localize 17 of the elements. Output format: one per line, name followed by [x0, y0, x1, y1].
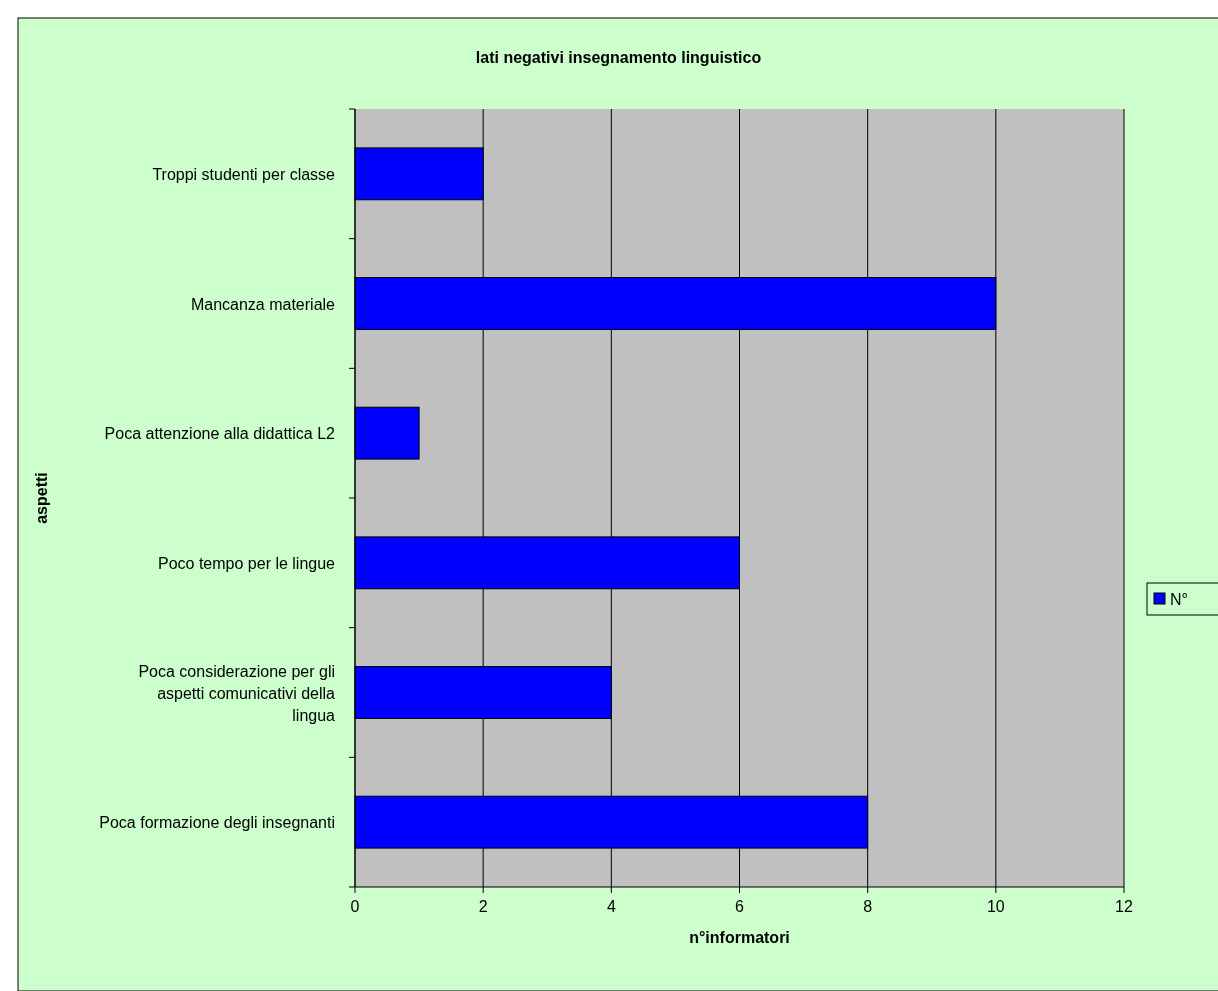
y-tick-label: Poco tempo per le lingue — [158, 554, 336, 572]
y-tick-label: Poca considerazione per gli aspetti comunicativi della lingua — [138, 662, 336, 724]
chart-title: lati negativi insegnamento linguistico — [475, 49, 762, 66]
y-axis-title: aspetti — [33, 472, 50, 524]
y-tick-label: Mancanza materiale — [190, 295, 336, 313]
y-tick-label: Poca attenzione alla didattica L2 — [104, 425, 336, 443]
x-tick-label: 8 — [863, 898, 873, 915]
x-tick-label: 4 — [606, 898, 616, 915]
y-tick-label: Poca formazione degli insegnanti — [99, 814, 335, 832]
x-tick-label: 12 — [1115, 898, 1133, 915]
x-tick-label: 10 — [986, 898, 1005, 915]
x-tick-label: 2 — [478, 898, 488, 915]
x-axis-title: n°informatori — [689, 929, 790, 946]
x-tick-label: 0 — [350, 898, 360, 915]
x-tick-label: 6 — [735, 898, 745, 915]
legend-label: N° — [1170, 591, 1188, 608]
y-tick-label: Troppi studenti per classe — [152, 165, 336, 183]
